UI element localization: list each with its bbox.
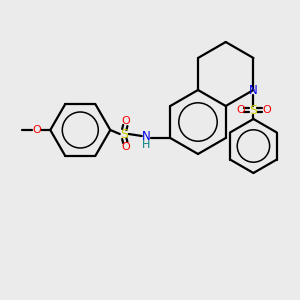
Text: H: H [142, 140, 151, 150]
Text: N: N [142, 130, 151, 142]
Text: O: O [262, 105, 271, 115]
Text: O: O [32, 125, 41, 135]
Text: O: O [121, 116, 130, 126]
Text: S: S [249, 103, 257, 116]
Text: O: O [236, 105, 245, 115]
Text: O: O [121, 142, 130, 152]
Text: S: S [120, 128, 128, 140]
Text: N: N [249, 83, 258, 97]
